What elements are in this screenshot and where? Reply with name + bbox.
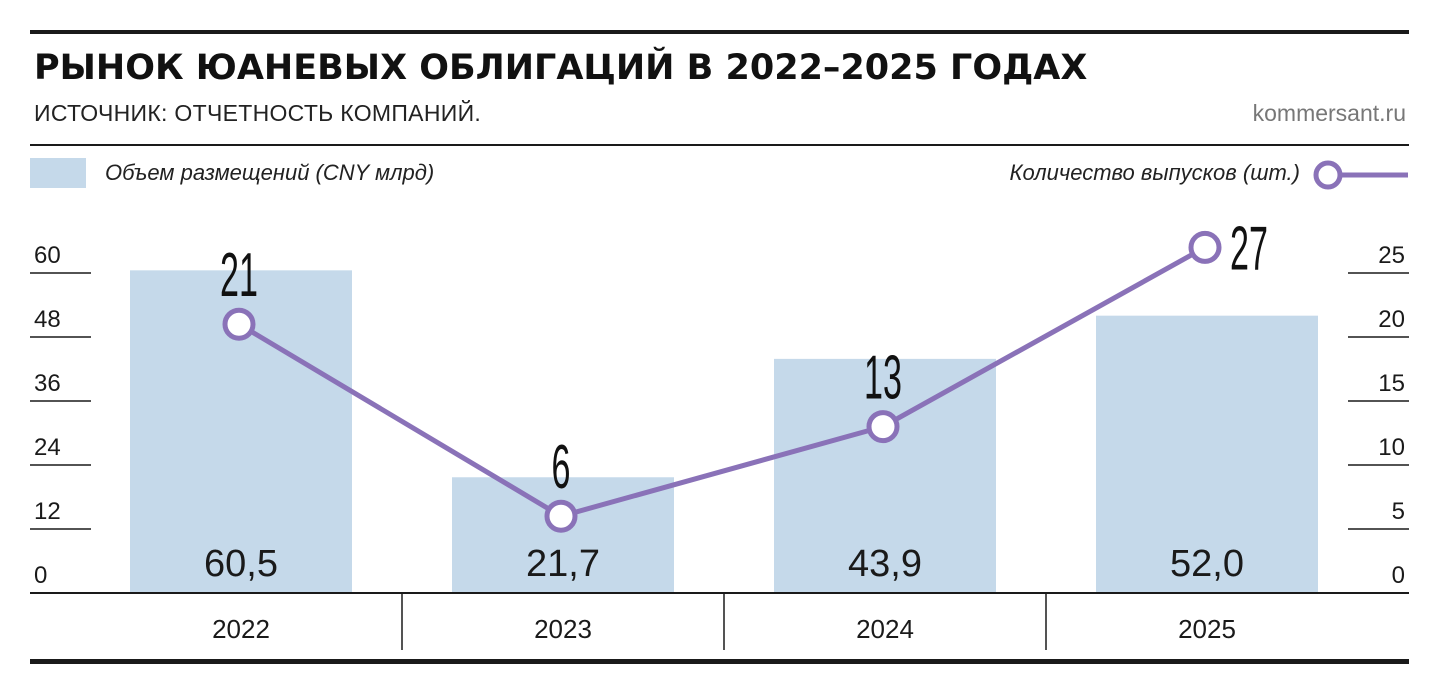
right-tick-label: 25 [1378,242,1405,269]
site-credit: kommersant.ru [1252,100,1406,126]
bar-value-labels: 60,5 21,7 43,9 52,0 [204,543,1244,585]
bar-value-label: 52,0 [1170,543,1244,585]
line-point-2025 [1188,230,1222,264]
line-value-label: 13 [864,343,902,412]
right-tick-label: 15 [1378,370,1405,397]
left-tick-label: 12 [34,498,61,525]
bar-value-label: 60,5 [204,543,278,585]
bar-value-label: 43,9 [848,543,922,585]
bar-series [130,270,1318,593]
line-value-label: 21 [220,240,258,309]
left-tick-label: 0 [34,562,47,589]
line-path [237,245,1207,519]
left-axis: 0 12 24 36 48 60 [30,242,91,589]
left-tick-label: 48 [34,306,61,333]
x-tick-label: 2025 [1178,614,1236,644]
chart-source: ИСТОЧНИК: ОТЧЕТНОСТЬ КОМПАНИЙ. [34,100,482,126]
bottom-rule [30,659,1409,664]
bar-value-label: 21,7 [526,543,600,585]
x-axis: 2022 2023 2024 2025 [212,593,1236,650]
line-series [222,230,1222,533]
legend-line-marker [1313,160,1408,190]
line-point-2022 [222,307,256,341]
x-tick-label: 2022 [212,614,270,644]
left-tick-label: 24 [34,434,61,461]
right-tick-label: 20 [1378,306,1405,333]
legend-line-point [1313,160,1343,190]
right-tick-label: 5 [1392,498,1405,525]
left-tick-label: 36 [34,370,61,397]
right-tick-label: 10 [1378,434,1405,461]
top-rule [30,30,1409,34]
right-tick-label: 0 [1392,562,1405,589]
bar-2024 [774,358,996,593]
left-tick-label: 60 [34,242,61,269]
bar-2025 [1096,315,1318,593]
line-value-label: 6 [552,432,571,501]
line-point-2024 [866,410,900,444]
right-axis: 0 5 10 15 20 25 [1348,242,1409,589]
chart-title: РЫНОК ЮАНЕВЫХ ОБЛИГАЦИЙ В 2022–2025 ГОДА… [34,48,1088,88]
legend-line-label: Количество выпусков (шт.) [1009,160,1300,185]
x-tick-label: 2023 [534,614,592,644]
line-point-2023 [544,499,578,533]
legend-bar-label: Объем размещений (CNY млрд) [105,160,435,185]
header-rule [30,144,1409,146]
legend-bar-swatch [30,158,86,188]
line-value-label: 27 [1230,214,1268,283]
x-tick-label: 2024 [856,614,914,644]
line-value-labels: 21 6 13 27 [220,214,1268,502]
